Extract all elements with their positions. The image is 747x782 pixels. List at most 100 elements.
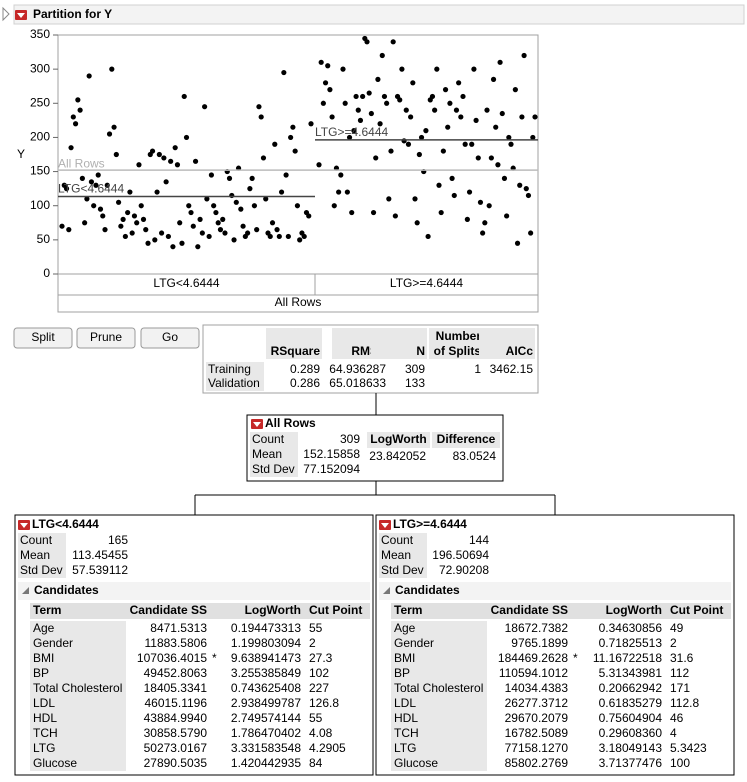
button[interactable] bbox=[76, 327, 136, 349]
menu-arrow[interactable] bbox=[381, 523, 389, 528]
table-cell: 5.31343981 bbox=[599, 666, 663, 680]
y-tick-label: 50 bbox=[37, 232, 51, 246]
table-cell: 18672.7382 bbox=[505, 621, 569, 635]
data-point bbox=[379, 52, 385, 59]
data-point bbox=[475, 155, 481, 161]
column-header: LogWorth bbox=[245, 603, 301, 617]
column-header-bg bbox=[266, 328, 322, 359]
button[interactable] bbox=[140, 327, 200, 349]
header-row-bg bbox=[30, 603, 370, 619]
column-header: Candidate SS bbox=[130, 603, 207, 617]
data-point bbox=[514, 240, 521, 246]
overall-mean-label: All Rows bbox=[58, 156, 105, 170]
data-point bbox=[263, 196, 269, 202]
data-point bbox=[495, 162, 501, 168]
table-cell: 49 bbox=[670, 621, 684, 635]
data-point bbox=[238, 206, 244, 212]
disclosure-icon[interactable] bbox=[22, 587, 29, 594]
data-point bbox=[152, 237, 158, 243]
column-header: LogWorth bbox=[606, 603, 662, 617]
menu-arrow[interactable] bbox=[17, 13, 25, 18]
stat-label: Mean bbox=[20, 548, 50, 562]
table-cell: LTG bbox=[33, 741, 55, 755]
table-cell: 16782.5089 bbox=[505, 726, 569, 740]
data-point bbox=[405, 141, 412, 147]
data-point bbox=[278, 189, 285, 195]
table-cell: 184469.2628 bbox=[498, 651, 568, 665]
data-point bbox=[418, 134, 425, 141]
table-cell: 50273.0167 bbox=[144, 741, 208, 755]
table-cell: 9765.1899 bbox=[511, 636, 568, 650]
data-point bbox=[497, 59, 503, 65]
node-title: LTG>=4.6444 bbox=[393, 517, 467, 531]
data-point bbox=[190, 223, 196, 229]
column-header: Term bbox=[394, 603, 422, 617]
button-label[interactable]: Go bbox=[162, 330, 178, 344]
disclosure-icon[interactable] bbox=[2, 6, 10, 22]
data-point bbox=[306, 213, 312, 219]
data-point bbox=[269, 220, 276, 226]
data-point bbox=[122, 233, 128, 240]
data-point bbox=[488, 155, 494, 161]
table-cell: HDL bbox=[33, 711, 57, 725]
button[interactable] bbox=[13, 327, 73, 349]
data-point bbox=[480, 230, 486, 236]
data-point bbox=[93, 182, 99, 188]
table-cell: 27.3 bbox=[309, 651, 333, 665]
data-point bbox=[316, 162, 322, 168]
table-cell: 0.61835279 bbox=[599, 696, 663, 710]
disclosure-icon[interactable] bbox=[383, 587, 390, 594]
stat-label-bg bbox=[379, 533, 427, 578]
table-cell: 83.0524 bbox=[453, 449, 497, 463]
data-point bbox=[338, 172, 344, 178]
table-cell: 84 bbox=[309, 756, 323, 770]
data-point bbox=[320, 100, 326, 106]
plot-frame bbox=[57, 34, 539, 313]
button-label[interactable]: Split bbox=[31, 330, 55, 344]
table-cell: 14034.4383 bbox=[505, 681, 569, 695]
data-point bbox=[477, 199, 484, 205]
data-point bbox=[322, 80, 329, 86]
stat-value: 309 bbox=[340, 432, 360, 446]
data-point bbox=[274, 227, 280, 233]
table-cell: 23.842052 bbox=[369, 449, 426, 463]
data-point bbox=[177, 220, 183, 226]
data-point bbox=[181, 93, 187, 100]
menu-arrow[interactable] bbox=[20, 523, 28, 528]
data-point bbox=[525, 192, 532, 199]
data-point bbox=[292, 148, 298, 154]
data-point bbox=[364, 39, 370, 45]
data-point bbox=[281, 69, 287, 76]
data-point bbox=[283, 172, 289, 178]
table-cell: Age bbox=[33, 621, 55, 635]
table-cell: 0.20662942 bbox=[599, 681, 663, 695]
table-cell: 43884.9940 bbox=[144, 711, 208, 725]
data-point bbox=[226, 175, 233, 181]
data-point bbox=[504, 213, 510, 219]
table-cell: 102 bbox=[309, 666, 329, 680]
table-cell: 30858.5790 bbox=[144, 726, 208, 740]
stat-label: Count bbox=[252, 432, 285, 446]
data-point bbox=[493, 124, 499, 130]
data-point bbox=[104, 182, 110, 188]
data-point bbox=[384, 100, 390, 106]
data-point bbox=[75, 97, 81, 103]
table-cell: 112 bbox=[670, 666, 689, 680]
data-point bbox=[521, 52, 527, 59]
table-cell: 26277.3712 bbox=[505, 696, 569, 710]
data-point bbox=[445, 124, 451, 130]
table-cell: 85802.2769 bbox=[505, 756, 569, 770]
button-label[interactable]: Prune bbox=[90, 330, 122, 344]
menu-arrow[interactable] bbox=[253, 422, 261, 427]
column-header: N bbox=[416, 344, 425, 358]
table-cell: Total Cholesterol bbox=[33, 681, 122, 695]
table-cell: TCH bbox=[33, 726, 58, 740]
table-cell: 0.75604904 bbox=[599, 711, 663, 725]
data-point bbox=[72, 121, 79, 127]
table-cell: LDL bbox=[394, 696, 416, 710]
data-point bbox=[143, 227, 149, 233]
table-cell: 55 bbox=[309, 711, 323, 725]
data-point bbox=[63, 186, 70, 192]
column-header: Number bbox=[436, 329, 482, 343]
data-point bbox=[327, 87, 333, 93]
